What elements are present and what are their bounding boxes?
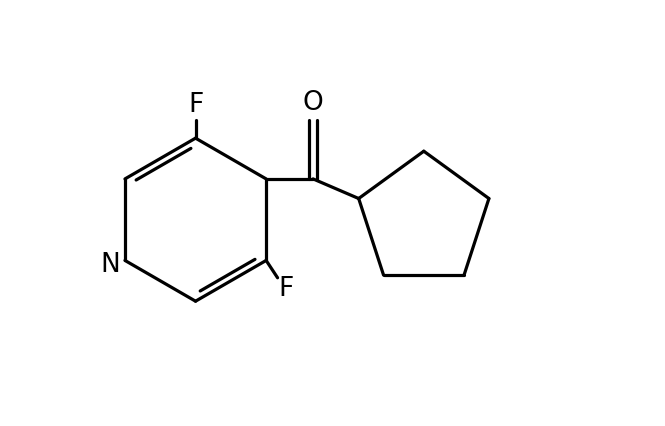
Text: F: F (278, 276, 293, 302)
Text: N: N (100, 251, 120, 277)
Text: F: F (188, 92, 203, 118)
Text: O: O (303, 90, 323, 116)
